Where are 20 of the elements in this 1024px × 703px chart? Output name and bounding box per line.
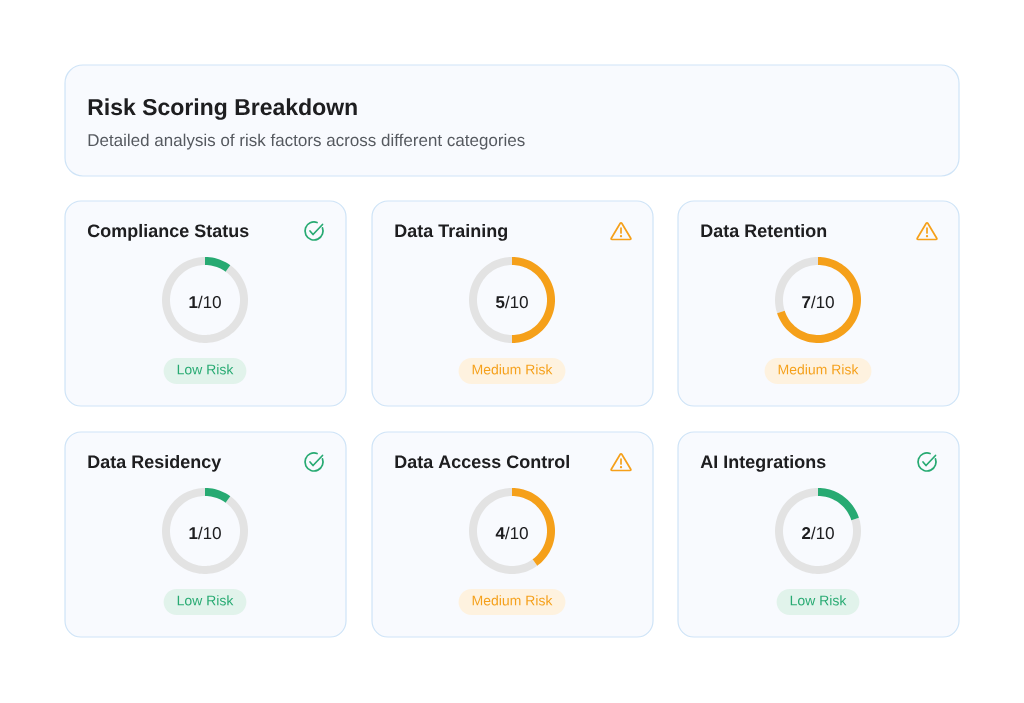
text: 1/10: [189, 526, 221, 540]
text: 2/10: [802, 526, 834, 540]
text: Low Risk: [790, 595, 847, 606]
text: 4/10: [495, 526, 528, 540]
text: Low Risk: [177, 364, 234, 375]
text: Medium Risk: [472, 595, 553, 606]
text: Detailed analysis of risk factors across different categories: [88, 133, 525, 150]
text: Medium Risk: [778, 364, 859, 375]
text: 1/10: [189, 295, 221, 309]
text: Low Risk: [177, 595, 234, 606]
text: 7/10: [802, 295, 834, 309]
text: Medium Risk: [472, 364, 553, 375]
text: Risk Scoring Breakdown: [88, 98, 357, 120]
chart-title: Data Residency: [88, 454, 222, 472]
chart-title: Data Retention: [701, 223, 827, 238]
chart-title: Data Training: [395, 223, 508, 241]
chart-title: AI Integrations: [700, 454, 826, 472]
chart-title: Data Access Control: [395, 454, 569, 469]
chart-title: Compliance Status: [87, 223, 249, 241]
text: 5/10: [495, 295, 528, 309]
